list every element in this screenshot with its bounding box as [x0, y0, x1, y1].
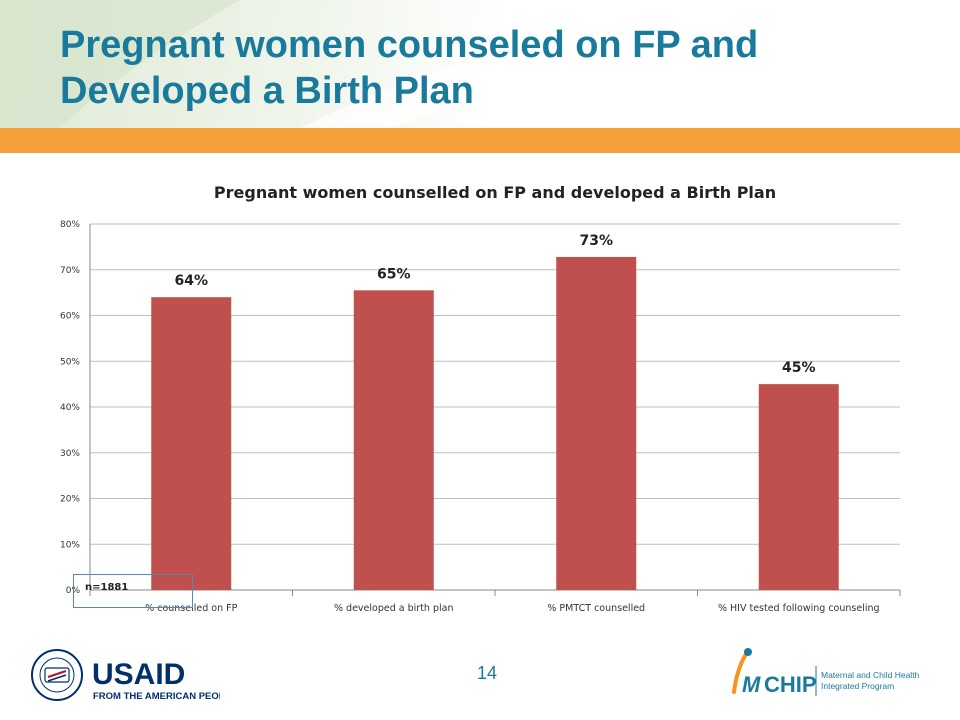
data-label: 73% — [579, 233, 613, 249]
bar — [758, 384, 839, 590]
chip-tagline-line1: Maternal and Child Health — [821, 670, 920, 680]
y-tick-label: 70% — [60, 266, 80, 276]
x-tick-label: % counselled on FP — [145, 603, 237, 614]
usaid-tagline: FROM THE AMERICAN PEOPLE — [93, 691, 220, 702]
y-tick-label: 30% — [60, 449, 80, 459]
y-tick-label: 40% — [60, 403, 80, 413]
chip-logo: M CHIP Maternal and Child Health Integra… — [722, 646, 922, 706]
y-tick-label: 20% — [60, 495, 80, 505]
y-tick-label: 80% — [60, 220, 80, 230]
x-tick-label: % developed a birth plan — [334, 603, 453, 614]
chip-prefix: M — [742, 672, 761, 697]
accent-bar — [0, 128, 960, 153]
usaid-seal-icon: USAID FROM THE AMERICAN PEOPLE — [31, 649, 237, 702]
header-background — [0, 0, 960, 128]
header-swoosh-decoration — [0, 0, 840, 128]
sample-size-box: n=1881 — [73, 574, 193, 608]
page-number: 14 — [476, 663, 498, 683]
sample-size-note: n=1881 — [85, 582, 129, 593]
slide-title: Pregnant women counseled on FP and Devel… — [60, 24, 759, 112]
data-label: 45% — [782, 360, 816, 376]
chip-tagline-line2: Integrated Program — [821, 681, 894, 691]
x-tick-label: % PMTCT counselled — [547, 603, 645, 614]
y-tick-label: 50% — [60, 357, 80, 367]
usaid-logo: USAID FROM THE AMERICAN PEOPLE — [30, 648, 237, 708]
data-label: 65% — [377, 266, 411, 282]
bar — [151, 297, 232, 590]
data-label: 64% — [174, 273, 208, 289]
usaid-wordmark: USAID — [92, 658, 185, 691]
chip-emblem-icon: M CHIP Maternal and Child Health Integra… — [732, 648, 920, 697]
bar — [556, 256, 637, 590]
chip-wordmark: CHIP — [764, 672, 817, 697]
y-tick-label: 60% — [60, 312, 80, 322]
chart-title: Pregnant women counselled on FP and deve… — [213, 183, 777, 202]
bar — [353, 290, 434, 590]
y-tick-label: 10% — [60, 540, 80, 550]
x-tick-label: % HIV tested following counseling — [718, 603, 880, 614]
